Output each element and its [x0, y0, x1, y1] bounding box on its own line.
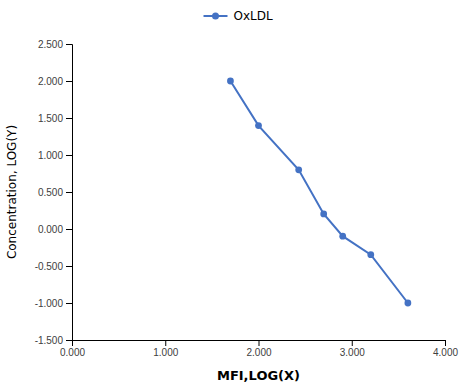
y-axis-tick-mark [66, 303, 72, 304]
plot: 0.000 1.000 2.000 3.000 4.000 -1.500 -1.000 -0.… [35, 39, 459, 358]
x-axis-tick-label: 2.000 [246, 347, 271, 358]
x-axis-tick-label: 3.000 [340, 347, 365, 358]
x-axis-tick-label: 4.000 [433, 347, 458, 358]
series-line [230, 81, 407, 303]
point [295, 166, 302, 173]
y-axis-tick-label: -1.500 [35, 335, 64, 346]
y-axis-tick: 1.500 [38, 113, 72, 124]
y-axis: -1.500 -1.000 -0.500 0.000 0.500 1.000 1.500 2.… [35, 39, 73, 346]
y-axis-tick: 0.500 [38, 187, 72, 198]
y-axis-tick-label: -0.500 [35, 261, 64, 272]
x-axis-tick: 1.000 [153, 340, 178, 358]
x-axis: 0.000 1.000 2.000 3.000 4.000 [60, 340, 458, 358]
x-axis-tick-mark [165, 340, 166, 346]
point [339, 233, 346, 240]
y-axis-tick-mark [66, 44, 72, 45]
x-axis-tick: 3.000 [340, 340, 365, 358]
y-axis-tick-label: 1.500 [38, 113, 63, 124]
y-axis-tick-mark [66, 340, 72, 341]
x-axis-tick-label: 1.000 [153, 347, 178, 358]
y-axis-tick: 2.500 [38, 39, 72, 50]
y-axis-tick-mark [66, 266, 72, 267]
point [320, 211, 327, 218]
y-axis-tick-mark [66, 229, 72, 230]
x-axis-tick-mark [259, 340, 260, 346]
y-axis-tick-label: 0.500 [38, 187, 63, 198]
legend: OxLDL [204, 9, 273, 23]
y-axis-tick-label: 1.000 [38, 150, 63, 161]
x-axis-tick: 2.000 [246, 340, 271, 358]
y-axis-line [66, 45, 73, 341]
y-axis-tick-label: 2.000 [38, 76, 63, 87]
legend-item: OxLDL [204, 9, 273, 23]
x-axis-tick-mark [352, 340, 353, 346]
x-axis-title: MFI,LOG(X) [217, 368, 300, 383]
legend-marker [212, 13, 219, 20]
y-axis-tick-mark [66, 192, 72, 193]
marks [227, 78, 411, 307]
legend-label: OxLDL [234, 9, 273, 23]
y-axis-tick-mark [66, 81, 72, 82]
y-axis-tick-label: 0.000 [38, 224, 63, 235]
y-axis-tick: -1.500 [35, 335, 72, 346]
y-axis-tick: 2.000 [38, 76, 72, 87]
point [227, 78, 234, 85]
point [255, 122, 262, 129]
point [405, 300, 412, 307]
y-axis-tick: -1.000 [35, 298, 72, 309]
y-axis-tick: -0.500 [35, 261, 72, 272]
x-axis-tick: 4.000 [433, 340, 458, 358]
y-axis-tick: 1.000 [38, 150, 72, 161]
y-axis-tick-label: -1.000 [35, 298, 64, 309]
chart: 0.000 1.000 2.000 3.000 4.000 -1.500 -1.000 -0.… [0, 0, 469, 392]
y-axis-tick-label: 2.500 [38, 39, 63, 50]
y-axis-tick-mark [66, 118, 72, 119]
x-axis-tick-mark [445, 340, 446, 346]
x-axis-tick-label: 0.000 [60, 347, 85, 358]
y-axis-tick-mark [66, 155, 72, 156]
point [367, 251, 374, 258]
y-axis-tick: 0.000 [38, 224, 72, 235]
y-axis-title: Concentration, LOG(Y) [5, 125, 19, 259]
x-axis-tick: 0.000 [60, 340, 85, 358]
x-axis-line [73, 341, 446, 347]
